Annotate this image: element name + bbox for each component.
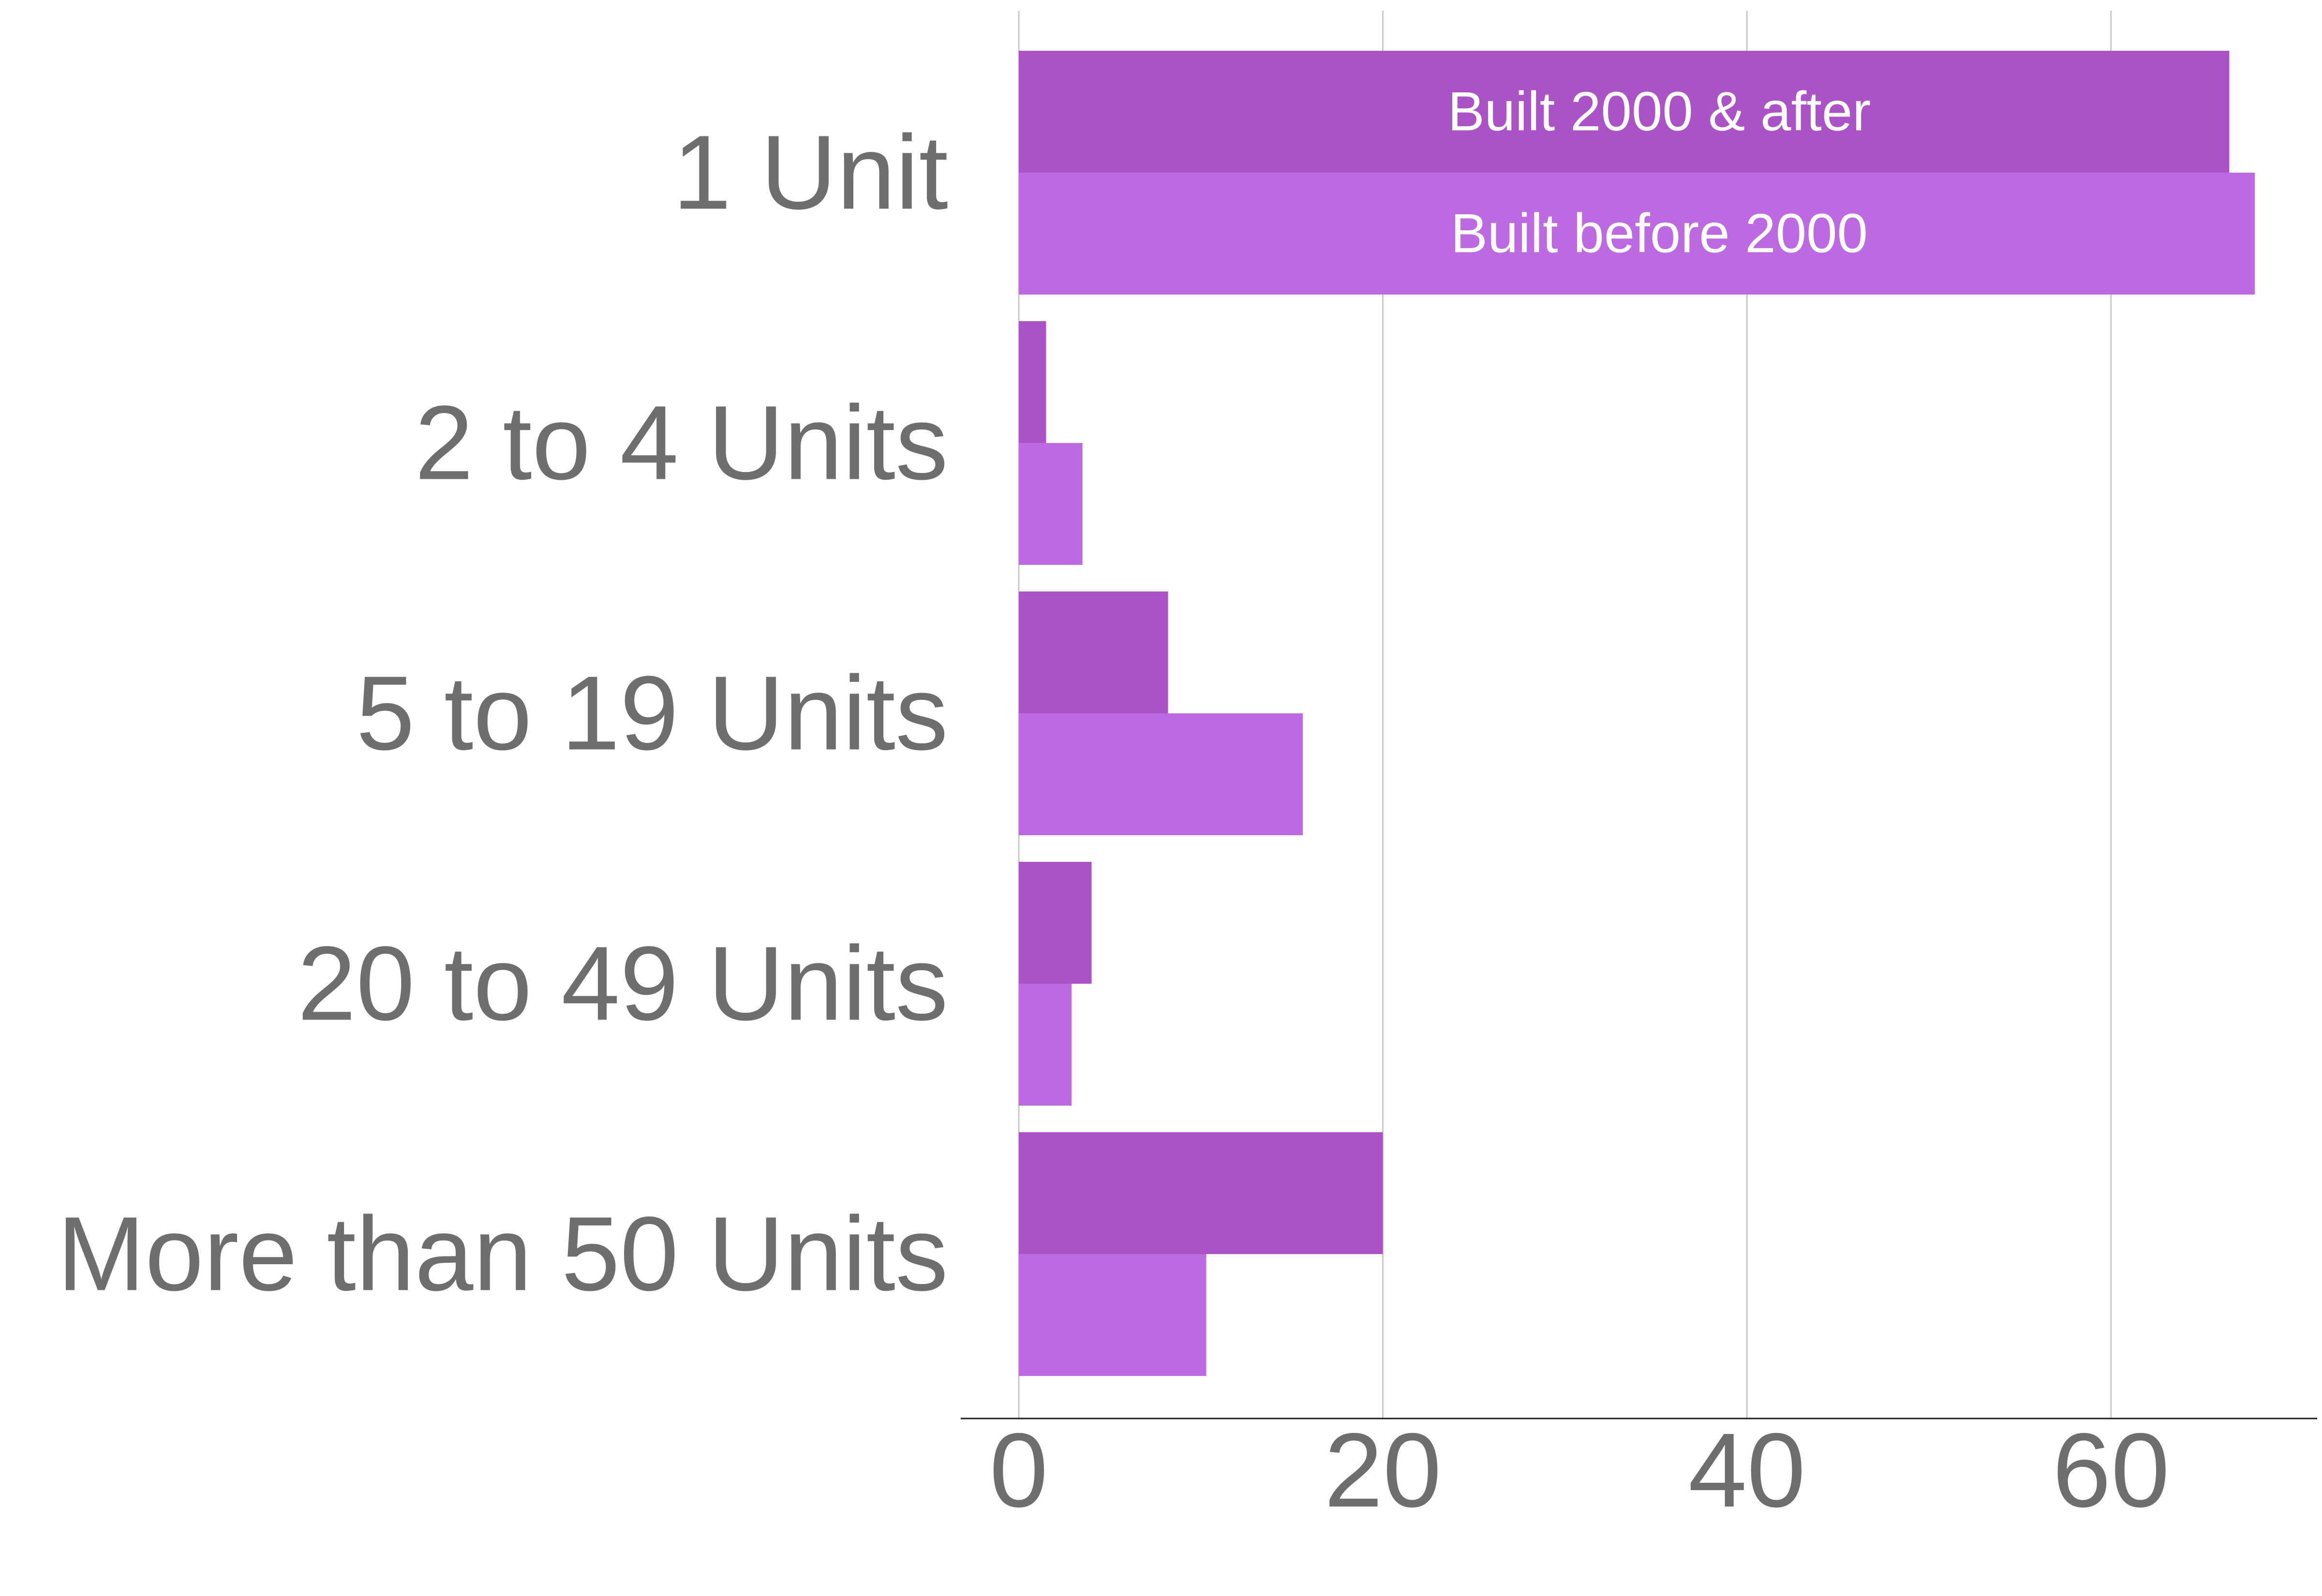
x-axis: 0 20 40 60 (961, 1412, 2317, 1529)
category-label-1: 2 to 4 Units (415, 384, 948, 502)
series-labels: Built 2000 & after Built before 2000 (1448, 81, 1871, 265)
x-tick-label-0: 0 (989, 1412, 1048, 1529)
category-label-2: 5 to 19 Units (356, 655, 948, 772)
bar-built-before-2000-0 (1019, 173, 2255, 295)
bar-built-2000-after-3 (1019, 862, 1092, 984)
x-tick-label-60: 60 (2053, 1412, 2170, 1529)
bar-built-before-2000-4 (1019, 1254, 1206, 1376)
bars (1019, 51, 2255, 1376)
bar-built-before-2000-3 (1019, 984, 1072, 1106)
bar-built-2000-after-0 (1019, 51, 2230, 173)
bar-built-before-2000-2 (1019, 713, 1303, 835)
category-label-3: 20 to 49 Units (298, 925, 948, 1043)
bar-built-2000-after-4 (1019, 1132, 1383, 1254)
x-tick-label-40: 40 (1688, 1412, 1805, 1529)
category-labels: 1 Unit 2 to 4 Units 5 to 19 Units 20 to 49 … (57, 114, 948, 1313)
bar-built-2000-after-1 (1019, 321, 1046, 443)
bar-built-2000-after-2 (1019, 591, 1168, 713)
bar-built-before-2000-1 (1019, 443, 1083, 565)
series-label-0: Built 2000 & after (1448, 81, 1871, 143)
series-label-1: Built before 2000 (1451, 203, 1868, 265)
category-label-4: More than 50 Units (57, 1196, 948, 1313)
x-tick-label-20: 20 (1324, 1412, 1441, 1529)
category-label-0: 1 Unit (673, 114, 948, 232)
